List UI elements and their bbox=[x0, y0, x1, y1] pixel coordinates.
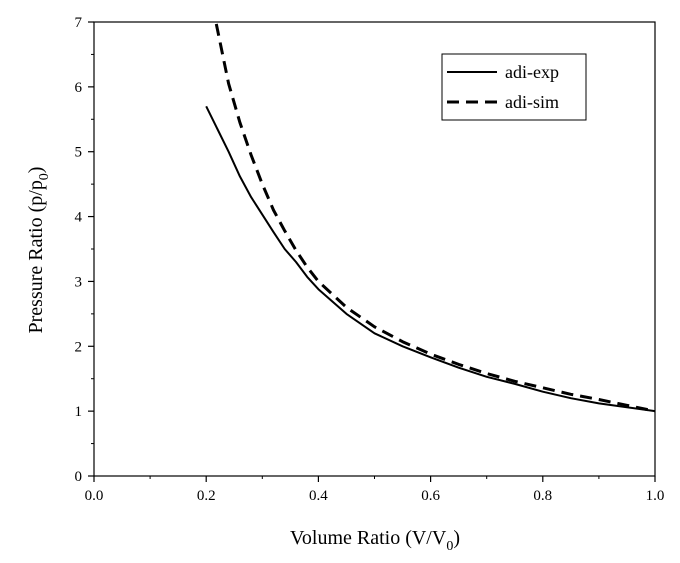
ticks-layer: 0.0 0.2 0.4 0.6 0.8 1.0 0 1 2 3 4 5 6 7 bbox=[75, 15, 665, 504]
y-tick-label: 3 bbox=[75, 274, 83, 290]
x-tick-label: 0.4 bbox=[309, 488, 328, 504]
x-tick-label: 0.2 bbox=[197, 488, 216, 504]
x-tick-label: 0.6 bbox=[421, 488, 440, 504]
x-axis-label: Volume Ratio (V/V0) bbox=[290, 527, 460, 554]
legend-label: adi-sim bbox=[505, 92, 559, 112]
x-tick-label: 1.0 bbox=[646, 488, 665, 504]
y-tick-label: 6 bbox=[75, 80, 83, 96]
y-axis-label-subscript: 0 bbox=[37, 173, 52, 180]
y-tick-label: 0 bbox=[75, 469, 83, 485]
y-axis-label: Pressure Ratio (p/p0) bbox=[25, 167, 52, 334]
x-tick-label: 0.8 bbox=[533, 488, 552, 504]
y-tick-label: 5 bbox=[75, 145, 83, 161]
legend-label: adi-exp bbox=[505, 62, 559, 82]
y-tick-label: 7 bbox=[75, 15, 83, 31]
series-line-adi-sim bbox=[214, 23, 656, 413]
legend: adi-exp adi-sim bbox=[441, 53, 587, 121]
y-tick-label: 1 bbox=[75, 404, 83, 420]
series-line-adi-exp bbox=[205, 105, 656, 413]
legend-box bbox=[441, 53, 587, 121]
y-tick-label: 2 bbox=[75, 339, 83, 355]
y-tick-label: 4 bbox=[75, 210, 83, 226]
x-tick-label: 0.0 bbox=[85, 488, 104, 504]
series-layer bbox=[205, 23, 656, 413]
x-axis-label-subscript: 0 bbox=[446, 539, 453, 554]
